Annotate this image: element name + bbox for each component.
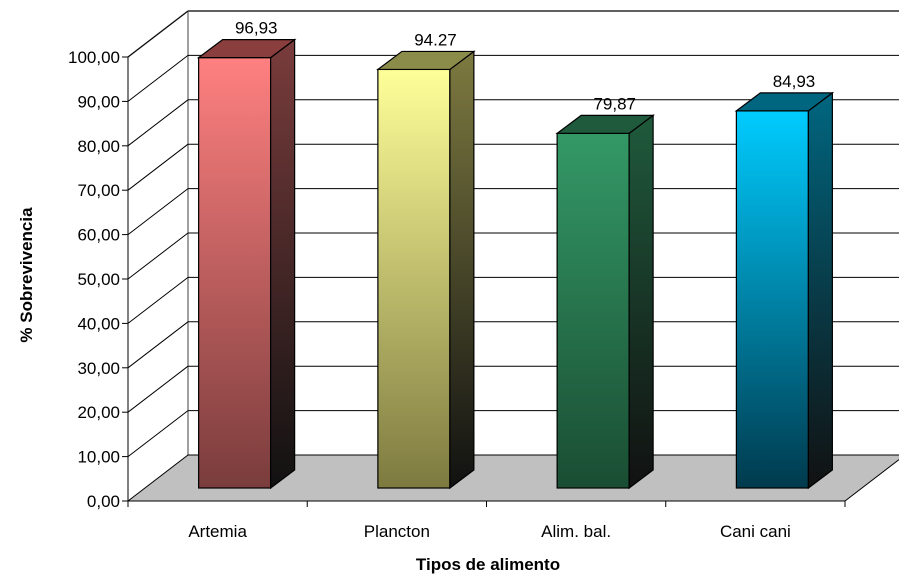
data-labels: 96,93 94.27 79,87 84,93 (235, 19, 815, 114)
y-tick-label: 70,00 (77, 181, 120, 200)
y-axis-title: % Sobrevivencia (17, 207, 36, 343)
side-gridline (127, 143, 189, 191)
bar-side-face (449, 50, 475, 490)
bar-side-face (807, 91, 833, 490)
x-axis-title: Tipos de alimento (416, 555, 560, 574)
chart-floor (126, 454, 899, 502)
y-tick-label: 60,00 (77, 226, 120, 245)
y-tick-label: 30,00 (77, 359, 120, 378)
floor-plane (126, 454, 899, 502)
y-tick-label: 10,00 (77, 448, 120, 467)
bar-top-face (376, 50, 476, 71)
x-category-label: Plancton (364, 522, 430, 541)
bar-alim-bal (555, 114, 655, 490)
bar-artemia (196, 38, 297, 490)
bar-cani-cani (734, 91, 835, 490)
bar-side-face (270, 38, 296, 490)
x-category-labels: Artemia Plancton Alim. bal. Cani cani (188, 522, 790, 541)
side-gridline (127, 365, 189, 413)
x-category-label: Alim. bal. (541, 522, 611, 541)
data-label: 96,93 (235, 19, 278, 38)
bar-front-face (198, 57, 272, 489)
data-label: 84,93 (773, 72, 816, 91)
data-label: 94.27 (414, 30, 457, 49)
data-label: 79,87 (593, 94, 636, 113)
y-tick-label: 50,00 (77, 270, 120, 289)
bar-front-face (377, 68, 451, 489)
side-gridline (127, 277, 189, 324)
side-gridline (127, 410, 189, 457)
bar-side-face (628, 114, 654, 490)
bar-plancton (376, 50, 476, 490)
y-tick-label: 100,00 (68, 48, 120, 67)
bar-top-face (734, 92, 835, 112)
side-gridline (127, 10, 189, 58)
y-tick-labels: 0,00 10,00 20,00 30,00 40,00 50,00 60,00 70,00 8… (68, 48, 120, 511)
y-tick-label: 90,00 (77, 92, 120, 111)
side-gridline (127, 99, 189, 147)
side-gridline (127, 188, 189, 235)
y-tick-label: 0,00 (87, 492, 120, 511)
x-category-label: Cani cani (720, 522, 791, 541)
y-tick-label: 80,00 (77, 137, 120, 156)
y-tick-label: 20,00 (77, 403, 120, 422)
bar-top-face (555, 114, 655, 134)
bar-top-face (196, 39, 297, 59)
x-category-label: Artemia (188, 522, 247, 541)
side-gridline (127, 55, 189, 102)
bar-front-face (735, 110, 809, 489)
bar-front-face (556, 132, 630, 489)
y-tick-label: 40,00 (77, 314, 120, 333)
bars (196, 38, 835, 490)
axes (122, 56, 846, 507)
side-gridline (127, 321, 189, 369)
side-gridline (127, 232, 189, 280)
